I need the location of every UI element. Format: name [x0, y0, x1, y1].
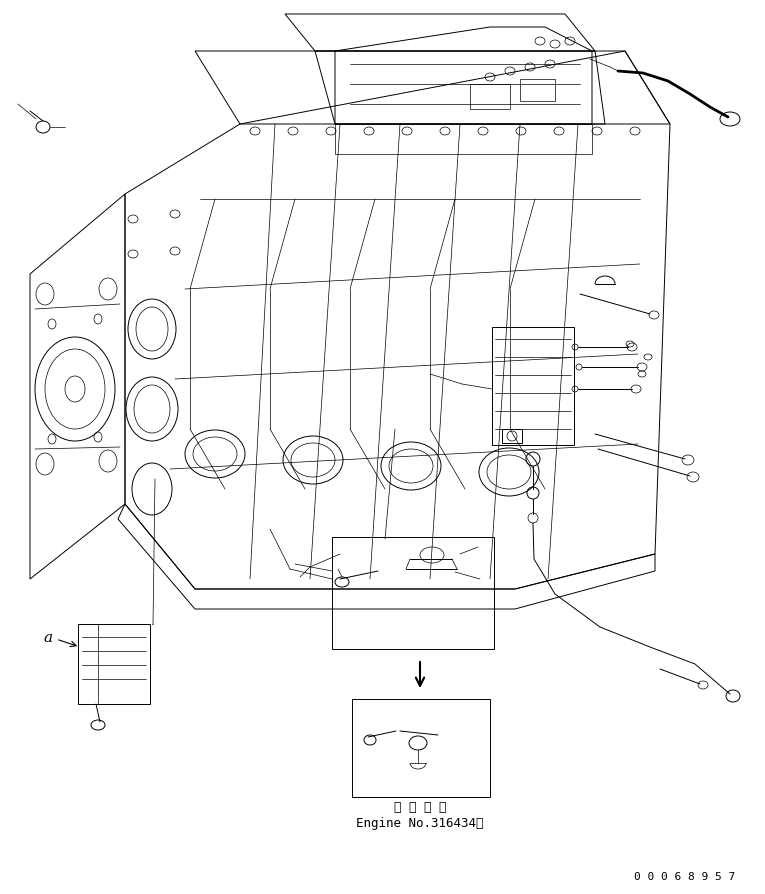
Bar — [352, 699, 490, 797]
Bar — [520, 80, 555, 102]
Bar — [332, 537, 494, 649]
Bar — [78, 624, 150, 704]
Bar — [470, 85, 510, 110]
Bar — [492, 327, 574, 445]
Bar — [502, 429, 522, 443]
Text: 0 0 0 6 8 9 5 7: 0 0 0 6 8 9 5 7 — [634, 871, 736, 881]
Text: Engine No.316434～: Engine No.316434～ — [356, 816, 483, 830]
Text: 適 用 号 機: 適 用 号 機 — [394, 801, 446, 814]
Text: a: a — [44, 630, 53, 645]
